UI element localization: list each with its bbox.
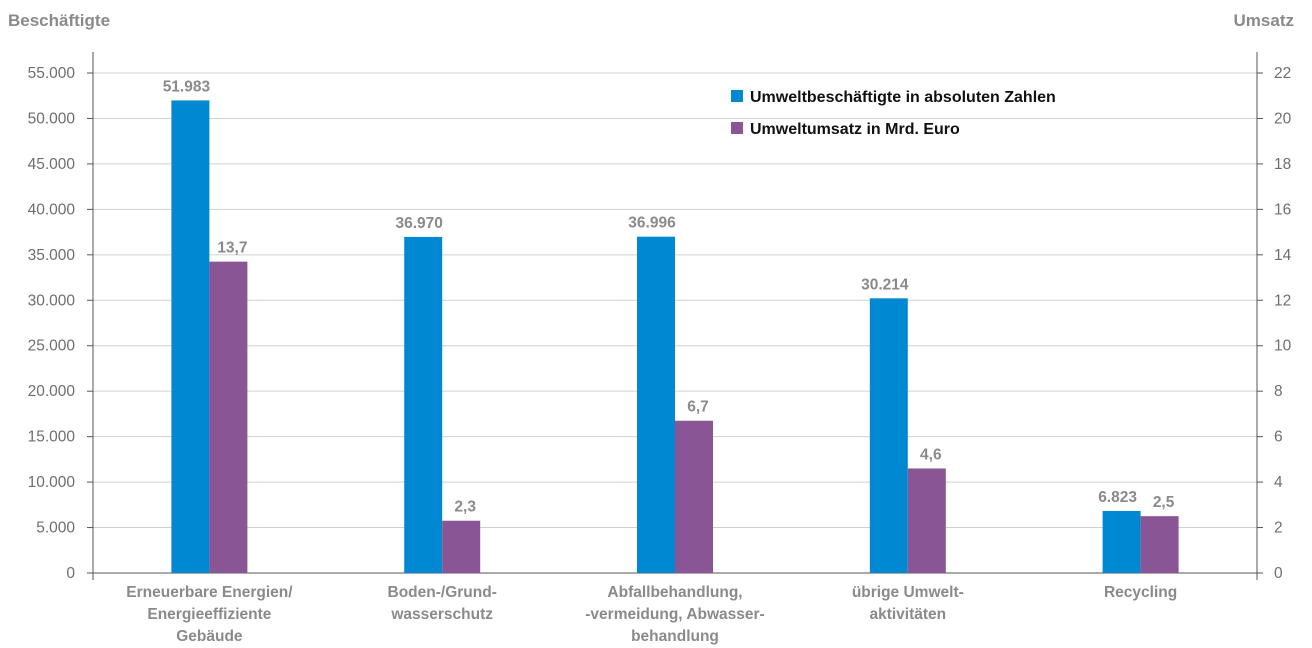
category-label: behandlung <box>631 628 719 645</box>
data-label: 4,6 <box>920 446 942 463</box>
left-tick-label: 20.000 <box>28 383 76 400</box>
category-label: Boden-/Grund- <box>388 584 497 601</box>
right-tick-label: 0 <box>1274 565 1283 582</box>
data-label: 13,7 <box>217 240 247 257</box>
left-tick-label: 35.000 <box>28 247 76 264</box>
category-label: Energieeffiziente <box>147 606 271 623</box>
right-tick-label: 18 <box>1274 156 1291 173</box>
right-axis-title: Umsatz <box>1234 11 1294 30</box>
data-label: 30.214 <box>861 276 909 293</box>
legend-swatch <box>731 90 743 102</box>
legend-label: Umweltbeschäftigte in absoluten Zahlen <box>750 89 1056 106</box>
right-tick-label: 22 <box>1274 65 1291 82</box>
data-label: 36.970 <box>395 215 442 232</box>
bar-revenue <box>442 520 481 573</box>
right-tick-label: 12 <box>1274 292 1291 309</box>
right-tick-label: 20 <box>1274 110 1292 127</box>
bars <box>171 100 1179 573</box>
bar-revenue <box>1140 516 1179 573</box>
right-tick-label: 8 <box>1274 383 1283 400</box>
bar-employees <box>1102 510 1141 573</box>
left-tick-label: 55.000 <box>28 65 76 82</box>
bar-employees <box>869 298 908 573</box>
data-label: 36.996 <box>628 215 676 232</box>
bar-employees <box>404 236 443 573</box>
left-tick-label: 30.000 <box>28 292 76 309</box>
bar-revenue <box>675 420 713 573</box>
right-tick-label: 14 <box>1274 247 1292 264</box>
category-label: aktivitäten <box>869 606 946 623</box>
bar-revenue <box>907 468 946 573</box>
bar-employees <box>171 100 210 573</box>
right-tick-label: 6 <box>1274 429 1283 446</box>
legend: Umweltbeschäftigte in absoluten Zahlen Um… <box>731 89 1056 138</box>
category-label: wasserschutz <box>390 606 493 623</box>
left-tick-label: 0 <box>66 565 75 582</box>
data-label: 6.823 <box>1098 489 1137 506</box>
data-labels: 51.983 13,7 36.970 2,3 36.996 6,7 30.214 4,6 6.8… <box>163 78 1175 515</box>
left-tick-label: 5.000 <box>36 520 75 537</box>
right-tick-label: 4 <box>1274 474 1283 491</box>
right-axis-ticks: 0 2 4 6 8 10 12 14 16 18 20 22 <box>1257 65 1292 582</box>
right-tick-label: 2 <box>1274 520 1283 537</box>
data-label: 2,5 <box>1153 494 1175 511</box>
left-axis-title: Beschäftigte <box>8 11 110 30</box>
category-labels: Erneuerbare Energien/Energieeffiziente Ge… <box>126 584 1177 645</box>
right-tick-label: 16 <box>1274 201 1291 218</box>
data-label: 6,7 <box>687 399 709 416</box>
category-label: Recycling <box>1104 584 1177 601</box>
left-tick-label: 15.000 <box>28 429 76 446</box>
legend-label: Umweltumsatz in Mrd. Euro <box>750 121 960 138</box>
category-label: Abfallbehandlung, <box>607 584 742 601</box>
left-tick-label: 25.000 <box>28 338 76 355</box>
left-tick-label: 40.000 <box>28 201 76 218</box>
category-label: Erneuerbare Energien/ <box>126 584 293 601</box>
left-tick-label: 10.000 <box>28 474 76 491</box>
left-tick-label: 45.000 <box>28 156 76 173</box>
bar-revenue <box>209 261 248 573</box>
bar-employees <box>637 236 675 573</box>
legend-swatch <box>731 122 743 134</box>
category-label: Gebäude <box>176 628 243 645</box>
left-axis-ticks: 0 5.000 10.000 15.000 20.000 25.000 30.000 35.0… <box>28 65 93 582</box>
data-label: 2,3 <box>454 499 476 516</box>
category-label: übrige Umwelt- <box>852 584 964 601</box>
category-label: -vermeidung, Abwasser- <box>585 606 764 623</box>
right-tick-label: 10 <box>1274 338 1292 355</box>
left-tick-label: 50.000 <box>28 110 76 127</box>
data-label: 51.983 <box>163 78 211 95</box>
